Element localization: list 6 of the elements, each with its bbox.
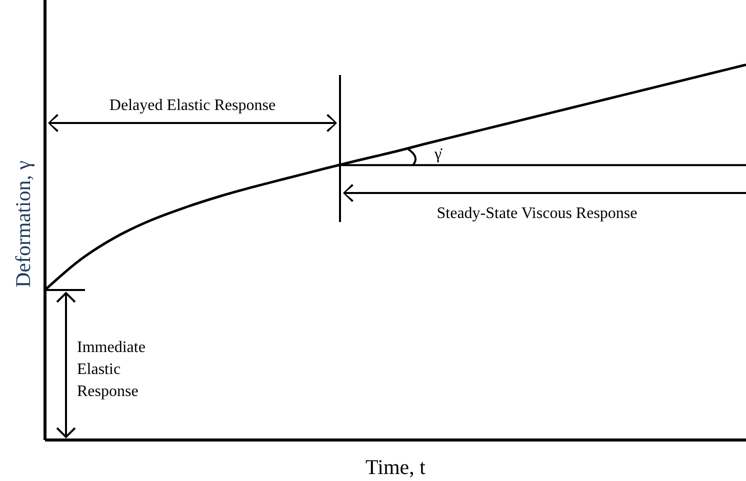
- x-axis-title: Time, t: [366, 455, 426, 479]
- annotation: γ̇: [433, 146, 443, 163]
- annotation: Delayed Elastic Response: [109, 97, 276, 114]
- annotation: Immediate Elastic Response: [77, 339, 146, 400]
- annotation: Steady-State Viscous Response: [436, 205, 638, 222]
- y-axis-title: Deformation, γ: [11, 160, 35, 288]
